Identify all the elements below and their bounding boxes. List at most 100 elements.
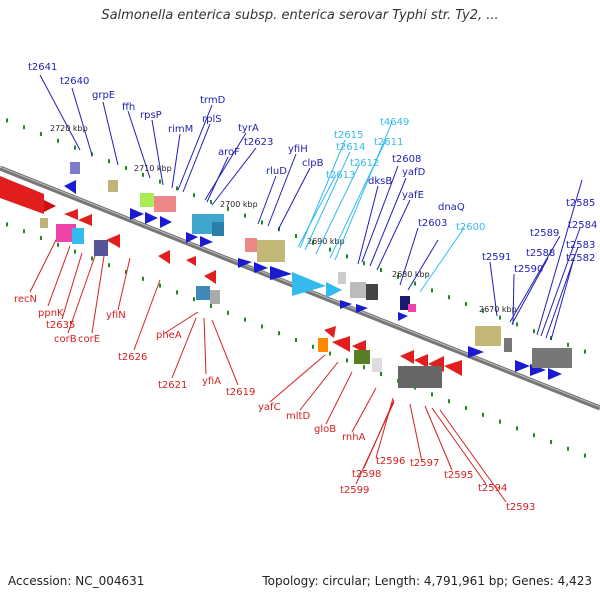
gene-block[interactable]	[475, 326, 501, 346]
gene-block[interactable]	[366, 284, 378, 300]
gene-block[interactable]	[210, 290, 220, 304]
gene-block[interactable]	[196, 286, 210, 300]
gene-arrow[interactable]	[326, 282, 342, 298]
gene-block[interactable]	[532, 348, 572, 368]
gene-label[interactable]: yfiN	[106, 310, 126, 321]
gene-label[interactable]: t2615	[334, 130, 363, 141]
gene-label[interactable]: t2640	[60, 76, 89, 87]
gene-arrow[interactable]	[324, 326, 336, 338]
gene-label[interactable]: t2600	[456, 222, 485, 233]
gene-arrow[interactable]	[398, 312, 408, 321]
gene-label[interactable]: ppnK	[38, 308, 64, 319]
gene-block[interactable]	[504, 338, 512, 352]
gene-label[interactable]: corB	[54, 334, 77, 345]
gene-arrow[interactable]	[444, 360, 462, 376]
gene-label[interactable]: t2594	[478, 483, 507, 494]
gene-arrow[interactable]	[130, 208, 144, 220]
gene-label[interactable]: t2597	[410, 458, 439, 469]
gene-arrow[interactable]	[340, 300, 352, 309]
gene-arrow[interactable]	[270, 266, 292, 280]
gene-label[interactable]: t2603	[418, 218, 447, 229]
gene-block[interactable]	[398, 366, 442, 388]
gene-arrow[interactable]	[204, 270, 216, 284]
gene-label[interactable]: t2621	[158, 380, 187, 391]
gene-label[interactable]: t2619	[226, 387, 255, 398]
gene-label[interactable]: clpB	[302, 158, 324, 169]
gene-arrow[interactable]	[292, 272, 326, 296]
gene-label[interactable]: t2591	[482, 252, 511, 263]
gene-block[interactable]	[350, 282, 366, 298]
gene-label[interactable]: tyrA	[238, 123, 259, 134]
gene-arrow[interactable]	[78, 214, 92, 226]
gene-label[interactable]: trmD	[200, 95, 226, 106]
gene-label[interactable]: t2589	[530, 228, 559, 239]
gene-arrow[interactable]	[414, 354, 428, 368]
gene-label[interactable]: yafD	[402, 167, 426, 178]
gene-label[interactable]: corE	[78, 334, 100, 345]
gene-block[interactable]	[94, 240, 108, 256]
gene-label[interactable]: gloB	[314, 424, 336, 435]
gene-arrow[interactable]	[332, 336, 350, 352]
gene-label[interactable]: t2608	[392, 154, 421, 165]
gene-label[interactable]: t4649	[380, 117, 409, 128]
gene-arrow[interactable]	[515, 360, 530, 372]
gene-arrow[interactable]	[145, 212, 158, 224]
gene-label[interactable]: t2641	[28, 62, 57, 73]
gene-label[interactable]: yafE	[402, 190, 424, 201]
gene-label[interactable]: t2626	[118, 352, 147, 363]
gene-block[interactable]	[212, 222, 224, 236]
gene-arrow[interactable]	[0, 176, 44, 214]
gene-label[interactable]: rpsP	[140, 110, 162, 121]
gene-label[interactable]: t2595	[444, 470, 473, 481]
gene-label[interactable]: t2588	[526, 248, 555, 259]
gene-block[interactable]	[154, 196, 176, 212]
gene-arrow[interactable]	[200, 236, 213, 247]
gene-label[interactable]: t2614	[336, 142, 365, 153]
gene-block[interactable]	[140, 193, 154, 207]
gene-arrow[interactable]	[356, 304, 368, 313]
gene-block[interactable]	[108, 180, 118, 192]
gene-label[interactable]: aroF	[218, 147, 240, 158]
gene-arrow[interactable]	[64, 209, 78, 220]
gene-label[interactable]: t2585	[566, 198, 595, 209]
gene-label[interactable]: t2598	[352, 469, 381, 480]
gene-label[interactable]: rnhA	[342, 432, 366, 443]
gene-label[interactable]: yfiH	[288, 144, 308, 155]
gene-block[interactable]	[408, 304, 416, 312]
gene-block[interactable]	[372, 358, 382, 372]
gene-arrow[interactable]	[106, 234, 120, 248]
gene-arrow[interactable]	[44, 200, 56, 212]
gene-arrow[interactable]	[158, 250, 170, 264]
gene-block[interactable]	[245, 238, 257, 252]
gene-block[interactable]	[400, 296, 410, 310]
gene-block[interactable]	[72, 228, 84, 244]
gene-label[interactable]: recN	[14, 294, 37, 305]
gene-block[interactable]	[338, 272, 346, 284]
gene-arrow[interactable]	[468, 346, 484, 358]
gene-label[interactable]: yfiA	[202, 376, 221, 387]
gene-arrow[interactable]	[64, 180, 76, 194]
gene-label[interactable]: t2612	[350, 158, 379, 169]
gene-block[interactable]	[318, 338, 328, 352]
gene-label[interactable]: ffh	[122, 102, 135, 113]
gene-block[interactable]	[40, 218, 48, 228]
gene-arrow[interactable]	[238, 258, 252, 268]
gene-label[interactable]: mltD	[286, 411, 310, 422]
gene-label[interactable]: t2584	[568, 220, 597, 231]
gene-label[interactable]: grpE	[92, 90, 115, 101]
gene-label[interactable]: rluD	[266, 166, 287, 177]
gene-arrow[interactable]	[186, 256, 196, 266]
gene-arrow[interactable]	[400, 350, 414, 364]
gene-label[interactable]: yafC	[258, 402, 281, 413]
gene-block[interactable]	[257, 240, 285, 262]
gene-label[interactable]: t2623	[244, 137, 273, 148]
gene-block[interactable]	[70, 162, 80, 174]
gene-block[interactable]	[354, 350, 370, 364]
gene-label[interactable]: rimM	[168, 124, 193, 135]
gene-label[interactable]: rplS	[202, 114, 222, 125]
gene-label[interactable]: t2583	[566, 240, 595, 251]
gene-label[interactable]: t2635	[46, 320, 75, 331]
gene-label[interactable]: dnaQ	[438, 202, 465, 213]
gene-block[interactable]	[56, 224, 76, 242]
gene-label[interactable]: t2593	[506, 502, 535, 513]
